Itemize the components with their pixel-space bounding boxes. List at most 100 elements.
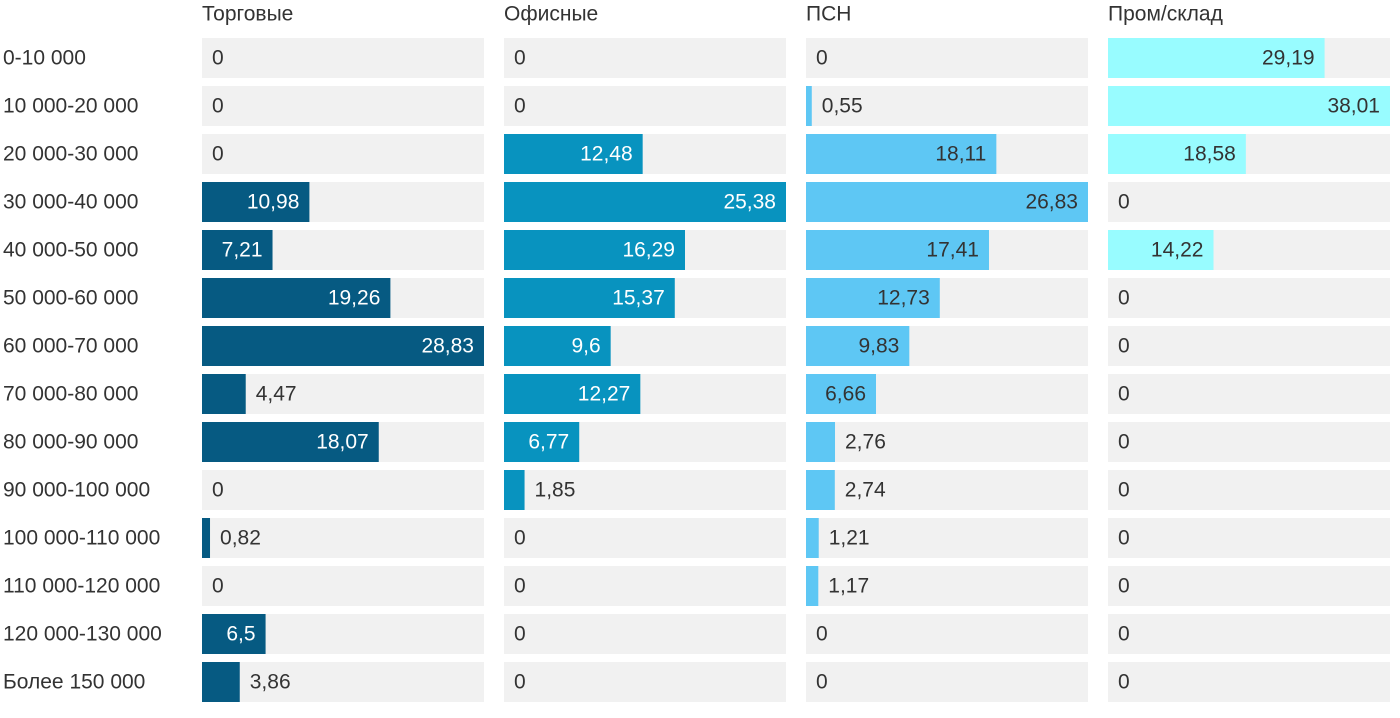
bar-background	[1108, 422, 1390, 462]
series-title: Пром/склад	[1108, 3, 1223, 26]
value-label: 1,21	[829, 527, 870, 550]
value-label: 0	[1118, 335, 1130, 358]
value-label: 0	[212, 479, 224, 502]
value-label: 29,19	[1262, 47, 1315, 70]
bar	[806, 470, 835, 510]
bar-background	[806, 38, 1088, 78]
value-label: 3,86	[250, 671, 291, 694]
value-label: 0	[1118, 383, 1130, 406]
category-label: 0-10 000	[3, 47, 86, 70]
bar-background	[806, 470, 1088, 510]
value-label: 7,21	[222, 239, 263, 262]
value-label: 0	[212, 575, 224, 598]
value-label: 18,07	[316, 431, 369, 454]
bar-background	[1108, 518, 1390, 558]
bar	[202, 614, 266, 654]
value-label: 0	[1118, 479, 1130, 502]
value-label: 0	[514, 47, 526, 70]
bar	[806, 326, 910, 366]
value-label: 28,83	[421, 335, 474, 358]
bar	[504, 374, 641, 414]
bar	[806, 182, 1088, 222]
bar	[806, 422, 836, 462]
value-label: 18,58	[1183, 143, 1236, 166]
value-label: 38,01	[1327, 95, 1380, 118]
value-label: 19,26	[328, 287, 381, 310]
bar-background	[1108, 374, 1390, 414]
series-title: Торговые	[202, 3, 293, 26]
bar	[504, 470, 525, 510]
bar	[202, 422, 379, 462]
bar	[806, 230, 989, 270]
bar-background	[504, 38, 786, 78]
category-label: 120 000-130 000	[3, 623, 162, 646]
value-label: 17,41	[926, 239, 979, 262]
bar	[504, 134, 643, 174]
bar	[806, 134, 997, 174]
category-label: 40 000-50 000	[3, 239, 138, 262]
bar-background	[504, 86, 786, 126]
category-label: 100 000-110 000	[3, 527, 160, 550]
value-label: 0	[514, 575, 526, 598]
value-label: 0	[212, 47, 224, 70]
bar-background	[1108, 182, 1390, 222]
bar	[806, 566, 819, 606]
bar-background	[202, 86, 484, 126]
series-title: ПСН	[806, 3, 851, 26]
value-label: 0	[1118, 623, 1130, 646]
bar	[1108, 230, 1214, 270]
value-label: 15,37	[612, 287, 665, 310]
bar	[1108, 38, 1325, 78]
series-title: Офисные	[504, 3, 598, 26]
value-label: 0	[1118, 527, 1130, 550]
value-label: 0	[1118, 287, 1130, 310]
category-label: Более 150 000	[3, 671, 145, 694]
bar-background	[202, 374, 484, 414]
bar-background	[1108, 278, 1390, 318]
bar-background	[806, 662, 1088, 702]
bar-background	[504, 614, 786, 654]
value-label: 9,83	[858, 335, 899, 358]
value-label: 12,27	[578, 383, 631, 406]
bar-background	[806, 518, 1088, 558]
bar	[202, 326, 484, 366]
category-label: 10 000-20 000	[3, 95, 138, 118]
bar	[1108, 134, 1246, 174]
value-label: 12,73	[877, 287, 930, 310]
bar-background	[806, 86, 1088, 126]
bar-background	[504, 662, 786, 702]
category-label: 30 000-40 000	[3, 191, 138, 214]
value-label: 0	[514, 671, 526, 694]
value-label: 0,82	[220, 527, 261, 550]
value-label: 1,17	[828, 575, 869, 598]
value-label: 12,48	[580, 143, 633, 166]
bar	[504, 278, 675, 318]
bar	[1108, 86, 1390, 126]
value-label: 6,77	[528, 431, 569, 454]
bar-background	[806, 566, 1088, 606]
bar-background	[504, 518, 786, 558]
category-label: 50 000-60 000	[3, 287, 138, 310]
bar	[504, 182, 786, 222]
bar	[202, 374, 246, 414]
value-label: 0	[1118, 575, 1130, 598]
bar-background	[1108, 326, 1390, 366]
value-label: 0	[1118, 431, 1130, 454]
value-label: 0	[514, 95, 526, 118]
bar	[202, 518, 211, 558]
value-label: 4,47	[256, 383, 297, 406]
bar	[504, 326, 611, 366]
category-label: 80 000-90 000	[3, 431, 138, 454]
value-label: 10,98	[247, 191, 300, 214]
bar-background	[1108, 470, 1390, 510]
value-label: 6,66	[825, 383, 866, 406]
bar	[504, 422, 580, 462]
value-label: 0	[1118, 191, 1130, 214]
bar	[504, 230, 685, 270]
bar-background	[202, 662, 484, 702]
value-label: 0	[212, 143, 224, 166]
value-label: 1,85	[535, 479, 576, 502]
bar-background	[202, 518, 484, 558]
category-label: 110 000-120 000	[3, 575, 160, 598]
